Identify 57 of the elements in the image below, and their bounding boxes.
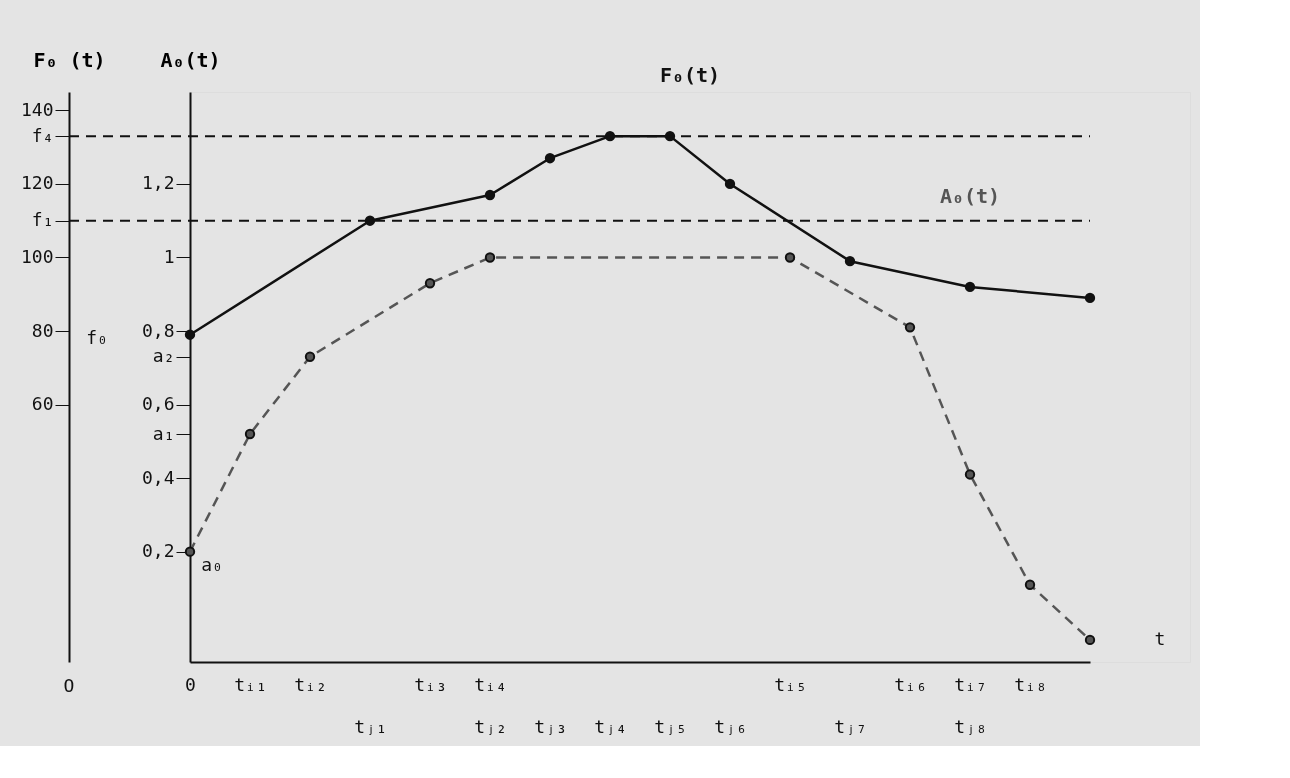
point — [304, 351, 316, 362]
text: f₀ — [86, 326, 108, 348]
y2-tick-label: a₂ — [152, 345, 175, 367]
y2-tick-label: a₁ — [152, 422, 175, 444]
point — [964, 469, 976, 480]
x-tick-label: tᵢ₇ tⱼ₈ — [954, 673, 987, 737]
point — [484, 252, 496, 263]
y-tick-label: 120 — [20, 172, 54, 194]
y-tick-label: 80 — [31, 319, 54, 341]
x-tick-label: tᵢ₄ tⱼ₂ — [474, 673, 507, 737]
x-tick-label: 0 — [185, 673, 196, 695]
point — [904, 322, 916, 333]
y-tick-label: f₄ — [31, 124, 54, 146]
annotation: a₀ — [201, 553, 223, 575]
x-tick-label: tⱼ₁ — [354, 715, 387, 737]
x-tick-label: tⱼ₄ — [594, 715, 627, 737]
point — [184, 329, 196, 340]
point — [844, 255, 856, 267]
point — [1024, 579, 1036, 590]
x-tick-label: tᵢ₃ — [414, 673, 447, 695]
y-tick-label: f₁ — [31, 209, 54, 231]
y2-tick-label: 1 — [163, 245, 175, 267]
y2-tick-label: 0,2 — [141, 540, 175, 562]
text: A₀(t) — [939, 184, 1001, 209]
point — [364, 215, 376, 226]
point — [604, 130, 616, 142]
point — [484, 189, 496, 201]
point — [544, 153, 556, 164]
x-tick-label: tᵢ₆ — [894, 673, 927, 695]
point — [784, 252, 796, 263]
y-tick-label: 100 — [20, 245, 54, 267]
x-tick-label: tᵢ₈ — [1014, 673, 1047, 695]
y-tick-label: 60 — [31, 393, 54, 415]
text: O — [63, 675, 75, 696]
x-tick-label: tⱼ₇ — [834, 715, 867, 737]
y2-tick-label: 0,6 — [141, 393, 175, 415]
y2-tick-label: 1,2 — [141, 172, 175, 194]
point — [724, 178, 736, 190]
point — [244, 428, 256, 440]
x-tick-label: tᵢ₂ — [294, 673, 327, 695]
x-tick-label: tᵢ₁ — [234, 673, 267, 695]
y-tick-label: 140 — [20, 98, 54, 120]
point — [1084, 634, 1096, 646]
y2-tick-label: 0,8 — [141, 319, 175, 341]
text: F₀(t) — [659, 63, 721, 88]
x-tick-label: tⱼ₅ — [654, 715, 687, 737]
point — [964, 281, 976, 293]
x-axis-title: t — [1154, 628, 1166, 649]
point — [184, 546, 196, 557]
y2-axis-title: A₀(t) — [160, 47, 221, 72]
y2-tick-label: 0,4 — [141, 466, 175, 488]
point — [424, 278, 436, 289]
x-tick-label: tⱼ₆ — [714, 715, 747, 737]
y-axis-title: F₀ (t) — [33, 47, 106, 72]
x-tick-label: tⱼ₃ — [534, 715, 567, 737]
x-tick-label: tᵢ₅ — [774, 673, 807, 695]
point — [1084, 292, 1096, 304]
